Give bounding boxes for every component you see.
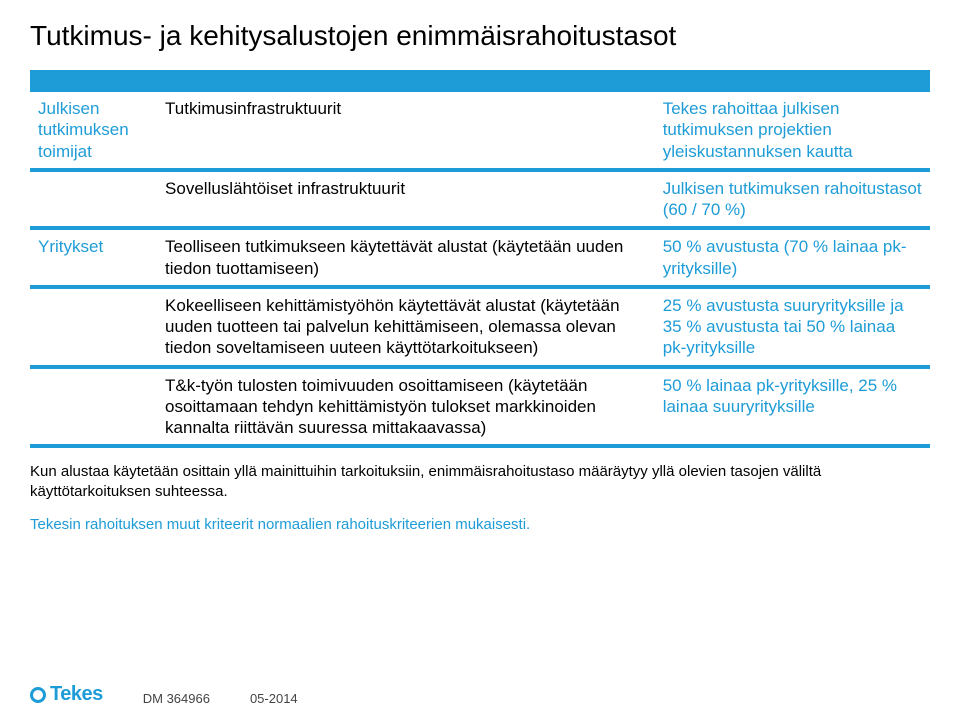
table-row: Yritykset Teolliseen tutkimukseen käytet… [30,230,930,285]
table-row: T&k-työn tulosten toimivuuden osoittamis… [30,369,930,445]
row-left [30,172,157,227]
footnote-2: Tekesin rahoituksen muut kriteerit norma… [30,515,930,535]
footer: Tekes DM 364966 05-2014 [30,683,298,706]
doc-date: 05-2014 [250,691,298,706]
row-right: 50 % lainaa pk-yrityksille, 25 % lainaa … [655,369,930,445]
row-separator [30,444,930,448]
row-mid: Sovelluslähtöiset infrastruktuurit [157,172,655,227]
table-row: Kokeelliseen kehittämistyöhön käytettävä… [30,289,930,365]
row-left: Julkisen tutkimuksen toimijat [30,92,157,168]
footnote-1: Kun alustaa käytetään osittain yllä main… [30,462,930,501]
row-mid: Kokeelliseen kehittämistyöhön käytettävä… [157,289,655,365]
logo-icon [30,687,46,703]
row-right: Tekes rahoittaa julkisen tutkimuksen pro… [655,92,930,168]
row-right: 50 % avustusta (70 % lainaa pk-yrityksil… [655,230,930,285]
row-mid: Tutkimusinfrastruktuurit [157,92,655,168]
row-left: Yritykset [30,230,157,285]
table-row: Sovelluslähtöiset infrastruktuurit Julki… [30,172,930,227]
tekes-logo: Tekes [30,683,103,706]
doc-id: DM 364966 [143,691,210,706]
row-mid: Teolliseen tutkimukseen käytettävät alus… [157,230,655,285]
table-row: Julkisen tutkimuksen toimijat Tutkimusin… [30,92,930,168]
row-left [30,289,157,365]
row-right: Julkisen tutkimuksen rahoitustasot (60 /… [655,172,930,227]
page-title: Tutkimus- ja kehitysalustojen enimmäisra… [30,20,930,52]
row-left [30,369,157,445]
funding-table: Julkisen tutkimuksen toimijat Tutkimusin… [30,70,930,448]
row-right: 25 % avustusta suuryrityksille ja 35 % a… [655,289,930,365]
table-header-row [30,70,930,92]
row-mid: T&k-työn tulosten toimivuuden osoittamis… [157,369,655,445]
logo-text: Tekes [50,683,103,706]
